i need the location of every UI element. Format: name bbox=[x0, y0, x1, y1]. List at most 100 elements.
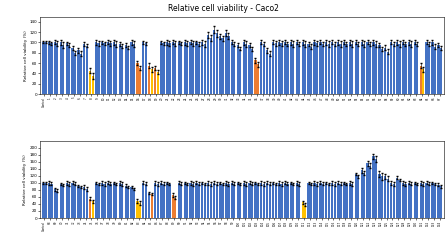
Bar bbox=[210, 184, 212, 218]
Bar bbox=[113, 183, 115, 218]
Bar bbox=[142, 42, 145, 94]
Bar bbox=[201, 42, 203, 94]
Bar bbox=[50, 43, 53, 94]
Bar bbox=[257, 184, 259, 218]
Bar bbox=[278, 183, 280, 218]
Bar bbox=[210, 38, 212, 94]
Bar bbox=[95, 183, 97, 218]
Bar bbox=[398, 180, 401, 218]
Bar bbox=[192, 43, 194, 94]
Bar bbox=[77, 186, 79, 218]
Bar bbox=[221, 184, 223, 218]
Bar bbox=[124, 45, 127, 94]
Bar bbox=[91, 76, 94, 94]
Bar bbox=[71, 48, 74, 94]
Bar bbox=[284, 42, 286, 94]
Bar bbox=[233, 184, 235, 218]
Bar bbox=[237, 183, 239, 218]
Bar bbox=[372, 42, 375, 94]
Bar bbox=[343, 183, 345, 218]
Bar bbox=[272, 183, 274, 218]
Bar bbox=[48, 42, 50, 94]
Bar bbox=[304, 44, 306, 94]
Bar bbox=[56, 191, 58, 218]
Bar bbox=[375, 159, 377, 218]
Bar bbox=[357, 44, 359, 94]
Bar bbox=[160, 183, 162, 218]
Bar bbox=[204, 184, 206, 218]
Bar bbox=[431, 183, 434, 218]
Bar bbox=[296, 42, 298, 94]
Bar bbox=[301, 42, 304, 94]
Bar bbox=[45, 183, 47, 218]
Bar bbox=[221, 38, 223, 94]
Bar bbox=[98, 43, 100, 94]
Bar bbox=[198, 184, 200, 218]
Bar bbox=[243, 42, 245, 94]
Bar bbox=[322, 44, 324, 94]
Bar bbox=[328, 44, 330, 94]
Bar bbox=[254, 183, 256, 218]
Bar bbox=[307, 44, 310, 94]
Bar bbox=[319, 42, 322, 94]
Bar bbox=[219, 36, 221, 94]
Bar bbox=[405, 184, 407, 218]
Bar bbox=[349, 183, 351, 218]
Bar bbox=[148, 193, 150, 218]
Bar bbox=[286, 184, 289, 218]
Bar bbox=[319, 183, 322, 218]
Y-axis label: Relative cell viability (%): Relative cell viability (%) bbox=[24, 30, 28, 81]
Bar bbox=[416, 184, 418, 218]
Bar bbox=[367, 42, 369, 94]
Bar bbox=[192, 184, 194, 218]
Bar bbox=[437, 185, 439, 218]
Bar bbox=[343, 42, 345, 94]
Bar bbox=[408, 183, 410, 218]
Bar bbox=[331, 42, 333, 94]
Bar bbox=[298, 44, 300, 94]
Bar bbox=[233, 44, 235, 94]
Bar bbox=[231, 42, 233, 94]
Bar bbox=[425, 42, 428, 94]
Bar bbox=[422, 184, 424, 218]
Bar bbox=[337, 183, 339, 218]
Bar bbox=[239, 49, 241, 94]
Bar bbox=[355, 174, 357, 218]
Bar bbox=[251, 184, 253, 218]
Bar bbox=[402, 42, 404, 94]
Bar bbox=[195, 42, 198, 94]
Legend: Relative cell viability ≥ 70%, Relative cell viability 70% ~ 50%, Relative cell : Relative cell viability ≥ 70%, Relative … bbox=[167, 152, 317, 158]
Bar bbox=[387, 52, 389, 94]
Bar bbox=[227, 36, 230, 94]
Bar bbox=[213, 29, 215, 94]
Bar bbox=[254, 60, 256, 94]
Bar bbox=[290, 42, 292, 94]
Bar bbox=[186, 184, 188, 218]
Bar bbox=[60, 184, 62, 218]
Bar bbox=[245, 184, 247, 218]
Bar bbox=[328, 184, 330, 218]
Bar bbox=[109, 43, 112, 94]
Bar bbox=[180, 43, 182, 94]
Bar bbox=[316, 184, 318, 218]
Bar bbox=[151, 194, 153, 218]
Bar bbox=[331, 183, 333, 218]
Bar bbox=[115, 44, 117, 94]
Bar bbox=[402, 183, 404, 218]
Bar bbox=[86, 189, 88, 218]
Bar bbox=[80, 54, 82, 94]
Bar bbox=[301, 202, 304, 218]
Bar bbox=[384, 177, 386, 218]
Bar bbox=[263, 184, 265, 218]
Bar bbox=[227, 184, 230, 218]
Bar bbox=[101, 42, 103, 94]
Bar bbox=[378, 45, 380, 94]
Bar bbox=[127, 48, 129, 94]
Bar bbox=[337, 42, 339, 94]
Bar bbox=[281, 43, 283, 94]
Bar bbox=[154, 183, 156, 218]
Bar bbox=[231, 183, 233, 218]
Bar bbox=[314, 42, 316, 94]
Bar bbox=[215, 33, 218, 94]
Bar bbox=[281, 184, 283, 218]
